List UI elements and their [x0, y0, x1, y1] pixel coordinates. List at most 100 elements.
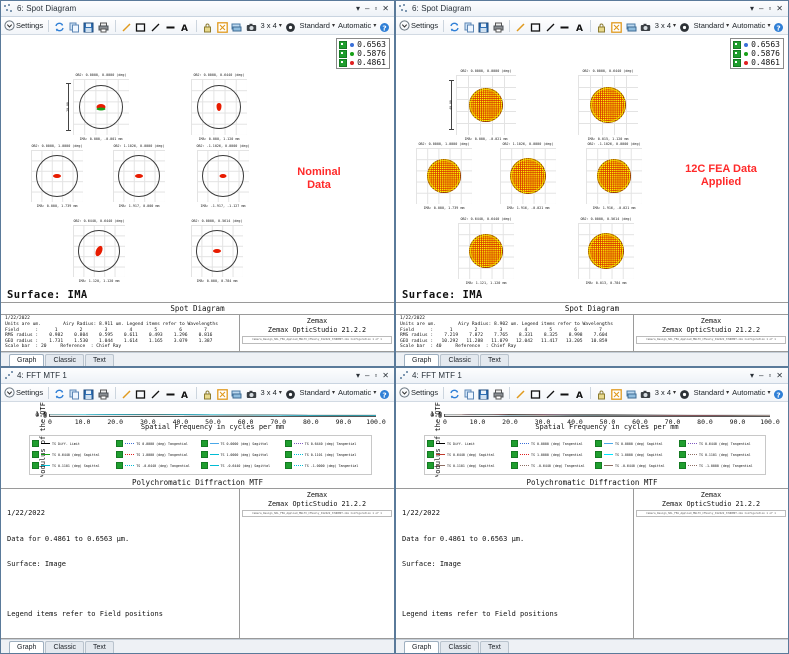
legend-toggle-icon[interactable]: [427, 451, 434, 458]
zoom-window-icon[interactable]: [611, 20, 623, 33]
tab-graph[interactable]: Graph: [9, 641, 45, 653]
legend-toggle-icon[interactable]: [679, 440, 686, 447]
close-icon[interactable]: ✕: [382, 370, 389, 380]
legend-toggle-icon[interactable]: [595, 440, 602, 447]
layers-icon[interactable]: [626, 387, 638, 399]
update-mode-dropdown[interactable]: Automatic ▾: [338, 19, 376, 33]
legend-item[interactable]: 0.6563: [339, 40, 386, 49]
legend-toggle-icon[interactable]: [595, 451, 602, 458]
minimize-icon[interactable]: –: [365, 370, 370, 380]
grid-size-button[interactable]: 3 x 4 ▾: [261, 19, 282, 33]
legend-toggle-icon[interactable]: [339, 49, 348, 58]
legend-toggle-icon[interactable]: [200, 462, 208, 469]
titlebar-dropdown-icon[interactable]: ▾: [749, 3, 754, 13]
minimize-icon[interactable]: –: [365, 3, 370, 13]
legend-item[interactable]: 0.4861: [339, 58, 386, 67]
titlebar-dropdown-icon[interactable]: ▾: [355, 370, 360, 380]
refresh-icon[interactable]: [449, 20, 461, 32]
box-icon[interactable]: [530, 387, 542, 399]
layers-icon[interactable]: [231, 387, 243, 399]
camera-icon[interactable]: [640, 20, 652, 32]
mtf-legend-item[interactable]: TS -1.0000 (deg) Tangential: [284, 460, 369, 471]
mtf-legend-item[interactable]: TS 0.6440 (deg) Sagittal: [32, 449, 116, 460]
legend-toggle-icon[interactable]: [339, 58, 348, 67]
copy-icon[interactable]: [69, 20, 81, 32]
help-icon[interactable]: ?: [379, 387, 391, 399]
titlebar[interactable]: 4: FFT MTF 1 ▾ – ▫ ✕: [396, 368, 788, 384]
layers-icon[interactable]: [231, 20, 243, 32]
mtf-legend-item[interactable]: TS -0.6440 (deg) Tangential: [511, 460, 595, 471]
save-icon[interactable]: [478, 387, 490, 399]
tab-text[interactable]: Text: [85, 641, 114, 653]
legend-toggle-icon[interactable]: [595, 462, 602, 469]
mtf-legend-item[interactable]: TS 0.1101 (deg) Tangential: [284, 449, 369, 460]
legend-toggle-icon[interactable]: [32, 451, 39, 458]
preset-dropdown[interactable]: Standard ▾: [694, 386, 729, 400]
maximize-icon[interactable]: ▫: [374, 3, 378, 13]
grid-size-button[interactable]: 3 x 4 ▾: [261, 386, 282, 400]
tab-text[interactable]: Text: [480, 641, 509, 653]
lock-icon[interactable]: [202, 20, 214, 32]
mtf-legend-item[interactable]: TS 0.0000 (deg) Sagittal: [595, 438, 679, 449]
refresh-icon[interactable]: [54, 387, 66, 399]
mtf-legend-item[interactable]: TS 0.1101 (deg) Sagittal: [427, 460, 511, 471]
settings-button[interactable]: Settings: [399, 19, 438, 33]
tab-graph[interactable]: Graph: [9, 354, 45, 366]
box-icon[interactable]: [135, 387, 147, 399]
legend-toggle-icon[interactable]: [116, 440, 124, 447]
print-icon[interactable]: [493, 20, 505, 32]
diagonal-line-icon[interactable]: [150, 387, 162, 399]
line-style-icon[interactable]: [121, 387, 133, 399]
print-icon[interactable]: [98, 387, 110, 399]
tab-graph[interactable]: Graph: [404, 641, 440, 653]
text-A-icon[interactable]: A: [179, 20, 191, 34]
target-icon[interactable]: [679, 20, 691, 32]
zoom-window-icon[interactable]: [216, 387, 229, 400]
camera-icon[interactable]: [246, 387, 258, 399]
save-icon[interactable]: [83, 20, 95, 32]
maximize-icon[interactable]: ▫: [768, 370, 772, 380]
mtf-legend-item[interactable]: TS 0.1101 (deg) Sagittal: [32, 460, 116, 471]
save-icon[interactable]: [478, 20, 490, 32]
tab-text[interactable]: Text: [85, 354, 114, 366]
mtf-legend-item[interactable]: TS Diff. Limit: [427, 438, 511, 449]
mtf-legend-item[interactable]: TS 0.0000 (deg) Sagittal: [200, 438, 285, 449]
preset-dropdown[interactable]: Standard ▾: [694, 19, 729, 33]
camera-icon[interactable]: [246, 20, 258, 32]
text-A-icon[interactable]: A: [179, 387, 191, 401]
legend-toggle-icon[interactable]: [511, 440, 518, 447]
refresh-icon[interactable]: [449, 387, 461, 399]
legend-toggle-icon[interactable]: [427, 440, 434, 447]
text-A-icon[interactable]: A: [574, 20, 586, 34]
legend-toggle-icon[interactable]: [284, 462, 292, 469]
refresh-icon[interactable]: [54, 20, 66, 32]
close-icon[interactable]: ✕: [776, 3, 783, 13]
legend-toggle-icon[interactable]: [200, 440, 208, 447]
box-icon[interactable]: [530, 20, 542, 32]
legend-item[interactable]: 0.5876: [733, 49, 780, 58]
legend-item[interactable]: 0.5876: [339, 49, 386, 58]
legend-toggle-icon[interactable]: [200, 451, 208, 458]
legend-toggle-icon[interactable]: [32, 462, 39, 469]
close-icon[interactable]: ✕: [776, 370, 783, 380]
camera-icon[interactable]: [640, 387, 652, 399]
save-icon[interactable]: [83, 387, 95, 399]
titlebar-dropdown-icon[interactable]: ▾: [355, 3, 360, 13]
help-icon[interactable]: ?: [773, 20, 785, 32]
mtf-legend-item[interactable]: TS -0.6440 (deg) Sagittal: [200, 460, 285, 471]
minimize-icon[interactable]: –: [759, 370, 764, 380]
line-style-icon[interactable]: [121, 20, 133, 32]
zoom-window-icon[interactable]: [611, 387, 623, 400]
diagonal-line-icon[interactable]: [150, 20, 162, 32]
legend-toggle-icon[interactable]: [511, 451, 518, 458]
mtf-legend-item[interactable]: TS 0.6440 (deg) Tangential: [284, 438, 369, 449]
zoom-window-icon[interactable]: [216, 20, 229, 33]
legend-toggle-icon[interactable]: [32, 440, 39, 447]
close-icon[interactable]: ✕: [382, 3, 389, 13]
legend-toggle-icon[interactable]: [679, 462, 686, 469]
tab-classic[interactable]: Classic: [440, 354, 480, 366]
mtf-legend-item[interactable]: TS -1.0000 (deg) Tangential: [679, 460, 763, 471]
mtf-legend-item[interactable]: TS 0.6440 (deg) Tangential: [679, 438, 763, 449]
mtf-legend-item[interactable]: TS -0.6440 (deg) Tangential: [116, 460, 200, 471]
settings-button[interactable]: Settings: [4, 386, 43, 400]
